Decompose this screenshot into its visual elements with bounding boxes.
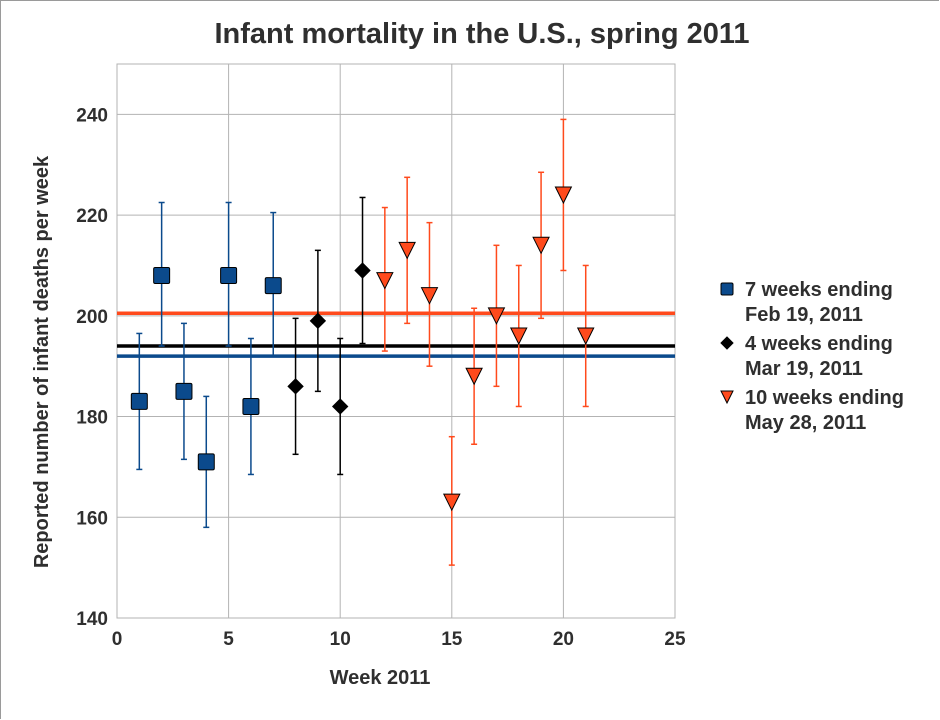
legend-label: Mar 19, 2011 <box>745 358 863 380</box>
legend-marker <box>720 390 734 405</box>
data-point <box>420 287 439 305</box>
legend-label: 10 weeks ending <box>745 387 904 409</box>
x-tick-label: 10 <box>330 629 351 650</box>
x-tick-label: 5 <box>223 629 234 650</box>
x-tick-label: 20 <box>553 629 574 650</box>
data-point <box>175 382 193 400</box>
y-tick-label: 180 <box>76 408 108 429</box>
chart-title: Infant mortality in the U.S., spring 201… <box>215 18 750 50</box>
data-point <box>264 277 282 295</box>
data-point <box>287 378 304 395</box>
data-point <box>509 327 528 346</box>
data-point <box>487 307 506 325</box>
y-tick-label: 200 <box>76 307 108 328</box>
data-point <box>354 262 371 279</box>
x-tick-label: 25 <box>664 629 686 650</box>
data-point <box>532 236 550 255</box>
x-tick-label: 15 <box>441 629 463 650</box>
legend-label: 4 weeks ending <box>745 333 893 355</box>
y-tick-label: 240 <box>76 105 108 126</box>
legend-marker <box>720 282 734 296</box>
y-tick-label: 140 <box>76 609 108 630</box>
series <box>287 196 371 476</box>
y-tick-label: 160 <box>76 508 108 529</box>
series <box>376 118 595 566</box>
y-axis-label: Reported number of infant deaths per wee… <box>31 155 53 568</box>
legend-label: Feb 19, 2011 <box>745 304 863 326</box>
y-axis-ticks: 140 160 180 200 220 240 <box>76 105 108 630</box>
x-axis-ticks: 0 5 10 15 20 25 <box>112 629 686 650</box>
data-point <box>376 272 394 290</box>
data-point <box>554 186 573 205</box>
data-point <box>153 267 171 285</box>
data-point <box>197 453 215 471</box>
data-point <box>309 312 327 330</box>
x-axis-label: Week 2011 <box>330 667 431 689</box>
data-series <box>130 118 595 566</box>
legend-marker <box>720 336 734 350</box>
data-point <box>442 493 461 512</box>
x-tick-label: 0 <box>112 629 123 650</box>
data-point <box>398 241 416 260</box>
legend-label: May 28, 2011 <box>745 412 866 434</box>
series <box>130 201 282 529</box>
plot-area <box>116 63 676 619</box>
data-point <box>242 397 260 415</box>
data-point <box>465 367 483 386</box>
data-point <box>331 398 349 415</box>
data-point <box>130 392 148 410</box>
mean-lines <box>117 311 675 358</box>
legend: 7 weeks ending Feb 19, 2011 4 weeks ending… <box>720 279 904 434</box>
legend-label: 7 weeks ending <box>745 279 893 301</box>
y-tick-label: 220 <box>76 206 108 227</box>
data-point <box>576 327 595 346</box>
data-point <box>220 267 238 285</box>
